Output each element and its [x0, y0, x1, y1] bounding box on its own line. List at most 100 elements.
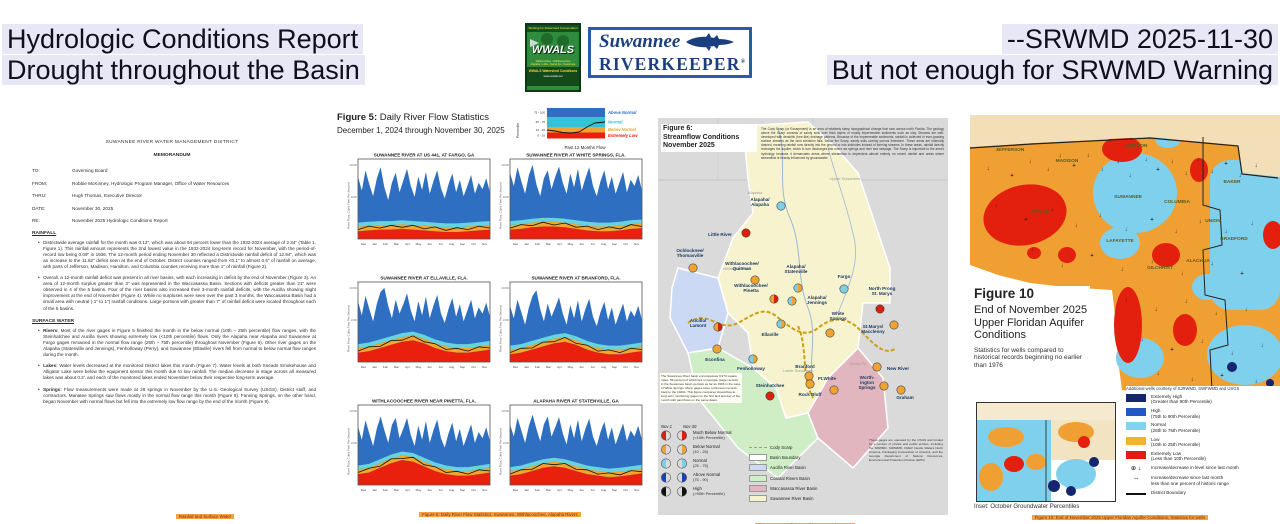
- gage-marker: Ochlocknee/Thomasville: [676, 248, 704, 273]
- svg-text:+: +: [1090, 253, 1093, 259]
- basin-name-labels: Alapaha Upper Suwannee Withlacoochee Lower …: [723, 176, 867, 373]
- svg-text:↓: ↓: [1199, 219, 1202, 225]
- svg-text:Extremely Low: Extremely Low: [608, 133, 638, 138]
- memo-bullet-text: Overall, a 12-month rainfall deficit was…: [43, 275, 316, 311]
- sturgeon-fish-icon: [686, 33, 735, 51]
- svg-text:Alapaha/: Alapaha/: [807, 295, 827, 300]
- svg-text:COLUMBIA: COLUMBIA: [1164, 199, 1190, 205]
- aquifer-high-regions: [1227, 362, 1274, 387]
- flow-chart-title: SUWANNEE RIVER AT BRANFORD, FLA.: [531, 276, 620, 281]
- svg-text:Jun: Jun: [427, 365, 432, 369]
- gage-marker: St.Marys/Macclenny: [861, 320, 899, 334]
- figure6-cody-scarp-text: The Cody Scarp (or Escarpment) is an are…: [761, 127, 944, 160]
- gage-marker: Steinhatchee: [756, 383, 785, 401]
- memo-doc-title: MEMORANDUM: [153, 153, 191, 158]
- memo-field-label: FROM:: [32, 180, 48, 186]
- figure5-caption: Figure 5: Daily River Flow Statistics: S…: [375, 503, 625, 524]
- svg-text:1000: 1000: [351, 195, 358, 199]
- trend-symbol: ⇔: [1132, 475, 1140, 483]
- headline-right-line1: --SRWMD 2025-11-30: [1001, 24, 1278, 54]
- figure10-wells-note: Additional wells courtesy of SJRWMD, SWF…: [1126, 386, 1240, 391]
- svg-text:Withlacoochee/: Withlacoochee/: [734, 283, 768, 288]
- memo-bullet: • Overall, a 12-month rainfall deficit wa…: [38, 275, 316, 312]
- svg-text:May: May: [416, 488, 422, 492]
- wwals-logo-top-text: Working for Watershed Conservation: [527, 25, 579, 32]
- svg-text:JEFFERSON: JEFFERSON: [996, 147, 1025, 153]
- svg-text:Nov: Nov: [634, 242, 640, 246]
- svg-text:Jul: Jul: [591, 242, 595, 246]
- svg-text:Springs: Springs: [858, 385, 876, 390]
- svg-text:25 - 75: 25 - 75: [536, 120, 546, 124]
- memo-bullet-text: Rivers: Most of the river gages in Figur…: [43, 327, 316, 358]
- flow-chart-panel: SUWANNEE RIVER AT WHITE SPRINGS, FLA. Riv…: [498, 149, 644, 256]
- svg-text:Jul: Jul: [591, 488, 595, 492]
- svg-text:Withlacoochee/: Withlacoochee/: [725, 261, 759, 266]
- svg-text:Jan: Jan: [524, 365, 529, 369]
- boundary-line-icon: [1126, 492, 1146, 495]
- svg-text:↓: ↓: [1101, 167, 1104, 173]
- figure10-stats-note: Statistics for wells compared to histori…: [974, 346, 1083, 369]
- memo-field: DATE: November 30, 2025: [32, 206, 318, 211]
- svg-text:10000: 10000: [349, 409, 357, 413]
- svg-text:↓: ↓: [995, 203, 998, 209]
- wwals-logo-footer2: www.wwals.net: [543, 73, 563, 78]
- memo-caption-line1: Rainfall and Surface Water: [175, 514, 235, 520]
- svg-text:10 - 25: 10 - 25: [536, 128, 546, 132]
- memo-field: TO: Governing Board: [32, 168, 318, 173]
- svg-text:Aug: Aug: [601, 242, 607, 246]
- svg-text:White: White: [832, 311, 845, 316]
- gage-marker: New River: [872, 362, 909, 372]
- trend-legend-label: Increase/decrease since last month: [1151, 475, 1224, 481]
- svg-text:May: May: [568, 242, 574, 246]
- svg-text:Apr: Apr: [557, 488, 562, 492]
- flow-chart-ylabel: River Flow, Cubic Feet Per Second: [347, 305, 351, 352]
- headline-left-line2: Drought throughout the Basin: [2, 55, 365, 85]
- flow-legend-label: Normal: [693, 457, 707, 463]
- svg-text:TAYLOR: TAYLOR: [1031, 209, 1050, 215]
- svg-text:+: +: [1156, 167, 1159, 173]
- aquifer-legend-row: Extremely High (Greater than 90th Percent…: [1126, 394, 1280, 405]
- boundary-legend-label: District Boundary: [1151, 489, 1186, 495]
- memo-bullet-text: Districtwide average rainfall for the mo…: [43, 239, 316, 269]
- svg-text:Branford: Branford: [795, 364, 815, 369]
- svg-text:Withlacoochee: Withlacoochee: [723, 266, 750, 271]
- svg-text:↓: ↓: [1261, 343, 1264, 349]
- svg-text:↓: ↓: [1171, 159, 1174, 165]
- bird-icon: [530, 39, 539, 47]
- svg-text:Below Normal: Below Normal: [608, 127, 637, 132]
- aquifer-normal-regions: [1093, 130, 1280, 385]
- flow-chart-title: SUWANNEE RIVER AT US 441, AT FARGO, GA: [374, 153, 475, 158]
- svg-text:Oct: Oct: [623, 488, 628, 492]
- figure10-inset-map: [976, 402, 1116, 502]
- figure5-legend-note: Past 12 Months Flow: [564, 145, 606, 150]
- svg-text:Dec: Dec: [513, 242, 519, 246]
- svg-text:Ft.White: Ft.White: [818, 376, 837, 381]
- figure5-subtitle: December 1, 2024 through November 30, 20…: [337, 126, 505, 135]
- memo-bullet-text: Springs: Flow measurements were made at …: [43, 386, 316, 404]
- svg-text:↓: ↓: [1211, 169, 1214, 175]
- svg-text:1000: 1000: [351, 318, 358, 322]
- svg-text:↓: ↓: [1125, 297, 1128, 303]
- svg-text:Mar: Mar: [394, 242, 399, 246]
- svg-text:Thomasville: Thomasville: [677, 253, 704, 258]
- svg-text:Nov: Nov: [482, 488, 488, 492]
- svg-text:Nov: Nov: [482, 242, 488, 246]
- flow-chart-title: WITHLACOOCHEE RIVER NEAR PINETTA, FLA.: [372, 399, 476, 404]
- gage-marker: Ellaville: [761, 319, 786, 337]
- svg-text:Sep: Sep: [612, 365, 618, 369]
- flow-chart-panel: WITHLACOOCHEE RIVER NEAR PINETTA, FLA. Ri…: [346, 395, 492, 502]
- svg-text:Nov: Nov: [482, 365, 488, 369]
- figure5-caption-line1: Figure 5: Daily River Flow Statistics: S…: [419, 512, 581, 518]
- svg-text:↓: ↓: [1239, 173, 1242, 179]
- svg-text:10000: 10000: [501, 163, 509, 167]
- svg-text:Apr: Apr: [405, 242, 410, 246]
- svg-text:+: +: [1224, 161, 1227, 167]
- svg-text:UNION: UNION: [1205, 218, 1221, 224]
- gage-marker: Alapaha/Jennings: [787, 295, 828, 306]
- bullet-icon: •: [38, 239, 40, 245]
- memo-field: FROM: Robbie McKinney, Hydrologic Program…: [32, 181, 318, 186]
- headline-left: Hydrologic Conditions Report Drought thr…: [2, 24, 365, 86]
- gage-marker: Little River: [708, 228, 751, 238]
